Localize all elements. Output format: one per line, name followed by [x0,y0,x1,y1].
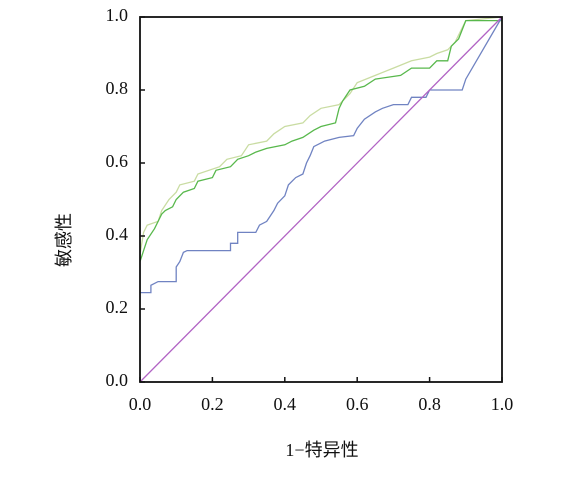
roc-line [139,16,503,383]
y-tick-label: 0.2 [106,297,129,317]
y-tick-label: 0.6 [106,151,129,171]
x-axis-label: 1−特异性 [285,440,358,460]
roc-line [139,16,503,255]
x-tick-label: 0.4 [274,394,297,414]
y-tick-label: 1.0 [106,5,129,25]
y-tick-label: 0.0 [106,370,129,390]
x-tick-label: 0.8 [418,394,441,414]
x-tick-label: 0.6 [346,394,369,414]
x-tick-label: 0.2 [201,394,224,414]
y-tick-label: 0.4 [106,224,129,244]
roc-line [140,16,503,294]
roc-line [139,19,502,262]
plot-frame [139,16,503,383]
y-axis-label: 敏感性 [54,213,74,267]
y-tick-label: 0.8 [106,78,129,98]
x-tick-label: 1.0 [491,394,514,414]
x-tick-label: 0.0 [129,394,152,414]
